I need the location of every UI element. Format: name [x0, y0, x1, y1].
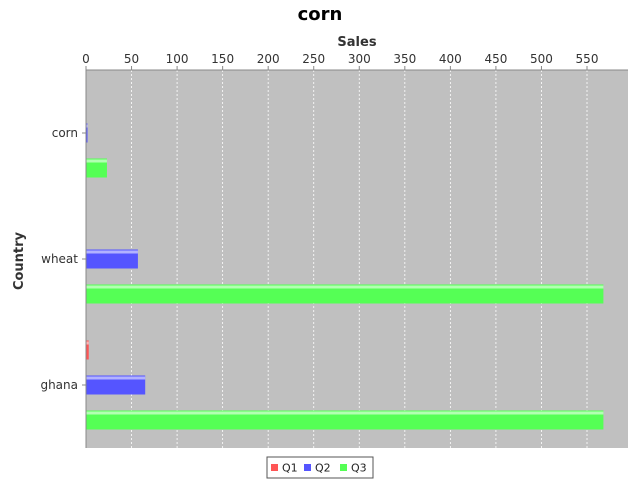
legend-swatch: [304, 464, 311, 471]
bar: [86, 340, 89, 360]
x-axis-ticks: 0 50 100 150 200 250 300 350 400 450 500 550: [82, 52, 598, 70]
x-tick-label: 50: [124, 52, 139, 66]
y-axis-ticks: corn wheat ghana: [40, 126, 86, 392]
bar: [86, 284, 604, 304]
x-tick-label: 400: [439, 52, 462, 66]
x-tick-label: 300: [348, 52, 371, 66]
legend: Q1 Q2 Q3: [266, 456, 374, 479]
bar-highlight: [86, 376, 146, 380]
bar-highlight: [86, 250, 138, 254]
bar-highlight: [86, 124, 88, 128]
x-tick-label: 250: [302, 52, 325, 66]
bar: [86, 375, 146, 395]
y-axis-label: Country: [12, 231, 27, 290]
bar-highlight: [86, 285, 604, 289]
legend-label: Q1: [282, 462, 298, 475]
bar: [86, 410, 604, 430]
bar: [86, 158, 107, 178]
x-tick-label: 450: [484, 52, 507, 66]
x-tick-label: 150: [211, 52, 234, 66]
bar-highlight: [86, 411, 604, 415]
x-tick-label: 550: [576, 52, 599, 66]
bars: [86, 123, 604, 430]
x-tick-label: 200: [257, 52, 280, 66]
bar: [86, 123, 88, 143]
legend-swatch: [340, 464, 347, 471]
legend-swatch: [271, 464, 278, 471]
chart-title: corn: [298, 4, 343, 25]
plot-area: [86, 70, 628, 448]
x-tick-label: 500: [530, 52, 553, 66]
legend-box: [266, 456, 374, 479]
y-tick-label: wheat: [41, 252, 78, 266]
bar: [86, 249, 138, 269]
x-axis-label: Sales: [337, 35, 376, 50]
x-tick-label: 0: [82, 52, 90, 66]
legend-label: Q3: [351, 462, 367, 475]
y-tick-label: corn: [52, 126, 78, 140]
legend-label: Q2: [315, 462, 331, 475]
bar-highlight: [86, 159, 107, 163]
x-tick-label: 100: [166, 52, 189, 66]
bar-highlight: [86, 341, 89, 345]
y-tick-label: ghana: [40, 378, 78, 392]
x-tick-label: 350: [393, 52, 416, 66]
